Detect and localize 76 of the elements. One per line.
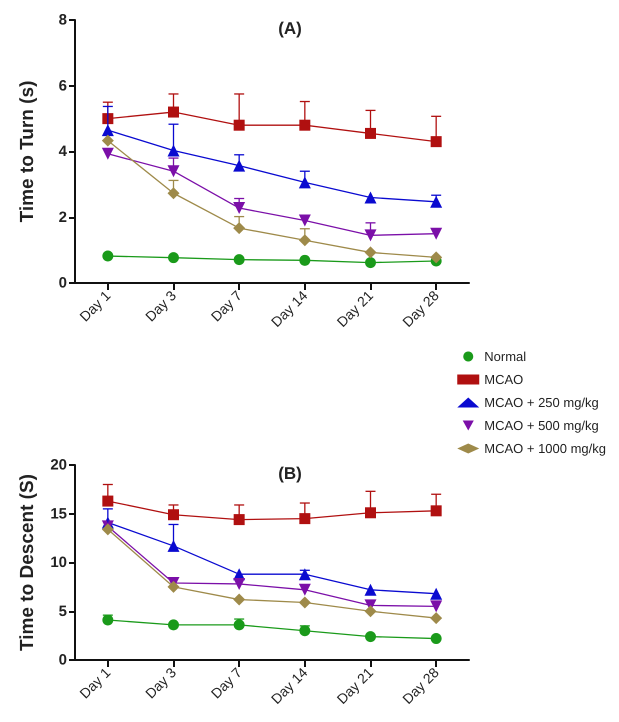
point <box>430 588 442 600</box>
point <box>168 619 179 630</box>
x-tick-label: Day 28 <box>399 664 442 707</box>
point <box>299 254 310 266</box>
point <box>168 187 180 200</box>
point <box>102 523 114 536</box>
point <box>430 251 442 264</box>
chart-title: (A) <box>278 19 302 38</box>
point <box>298 584 311 596</box>
point <box>364 584 376 596</box>
y-tick-label: 5 <box>58 602 67 620</box>
y-tick-label: 10 <box>50 554 67 571</box>
x-tick-label: Day 1 <box>76 664 114 702</box>
point <box>365 257 376 268</box>
y-tick-label: 20 <box>50 456 67 474</box>
y-tick-label: 4 <box>58 143 68 160</box>
legend-label: Normal <box>484 349 526 364</box>
point <box>430 612 442 624</box>
point <box>364 192 376 204</box>
point <box>430 136 442 148</box>
y-tick-label: 0 <box>58 652 67 668</box>
point <box>234 120 245 131</box>
y-tick-label: 2 <box>58 208 67 226</box>
point <box>430 505 442 516</box>
x-tick-label: Day 7 <box>208 287 245 324</box>
y-tick-label: 0 <box>58 274 67 292</box>
x-tick-label: Day 7 <box>208 664 245 702</box>
point <box>430 600 442 612</box>
point <box>168 580 180 593</box>
x-tick-label: Day 1 <box>76 287 114 324</box>
point <box>168 252 179 264</box>
legend-label: MCAO + 1000 mg/kg <box>484 441 606 456</box>
point <box>233 594 246 606</box>
x-tick-label: Day 3 <box>142 287 180 324</box>
legend-label: MCAO <box>484 372 524 387</box>
point <box>299 625 310 636</box>
y-tick-label: 15 <box>50 505 67 522</box>
point <box>364 229 376 242</box>
point <box>298 596 311 608</box>
x-tick-label: Day 28 <box>399 287 442 330</box>
point <box>102 250 114 262</box>
point <box>299 120 310 131</box>
point <box>102 148 114 160</box>
legend-label: MCAO + 250 mg/kg <box>484 395 599 410</box>
point <box>234 254 245 266</box>
point <box>430 633 442 644</box>
x-tick-label: Day 14 <box>268 664 311 707</box>
x-tick-label: Day 3 <box>142 664 180 702</box>
point <box>168 144 180 157</box>
point <box>234 514 245 526</box>
legend-label: MCAO + 500 mg/kg <box>484 418 599 433</box>
y-tick-label: 6 <box>58 77 67 94</box>
point <box>234 619 245 630</box>
x-tick-label: Day 21 <box>334 664 376 707</box>
point <box>102 134 114 147</box>
point <box>298 214 311 227</box>
point <box>168 509 179 520</box>
y-axis-title: Time to Descent (S) <box>17 474 38 652</box>
point <box>299 513 310 524</box>
x-tick-label: Day 14 <box>268 287 311 330</box>
point <box>430 228 442 240</box>
point <box>364 246 376 258</box>
point <box>168 540 180 552</box>
point <box>364 605 376 618</box>
chart-title: (B) <box>278 464 302 483</box>
point <box>298 176 311 188</box>
y-axis-title: Time to Turn (s) <box>17 80 38 222</box>
x-tick-label: Day 21 <box>334 287 376 330</box>
point <box>365 631 376 642</box>
point <box>168 106 179 118</box>
point <box>365 128 376 139</box>
point <box>102 496 114 507</box>
point <box>365 507 376 518</box>
point <box>168 165 180 178</box>
point <box>233 578 246 590</box>
y-tick-label: 8 <box>58 12 67 28</box>
